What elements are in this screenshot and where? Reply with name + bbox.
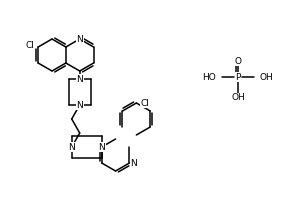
Text: HO: HO <box>202 72 216 81</box>
Text: Cl: Cl <box>140 98 149 108</box>
Text: Cl: Cl <box>25 42 34 50</box>
Text: N: N <box>76 34 83 43</box>
Text: OH: OH <box>260 72 274 81</box>
Text: N: N <box>68 143 75 151</box>
Text: P: P <box>235 72 241 81</box>
Text: OH: OH <box>231 93 245 102</box>
Text: N: N <box>130 159 137 168</box>
Text: O: O <box>235 56 241 66</box>
Text: N: N <box>76 75 83 84</box>
Text: N: N <box>98 143 105 151</box>
Text: N: N <box>76 101 83 109</box>
